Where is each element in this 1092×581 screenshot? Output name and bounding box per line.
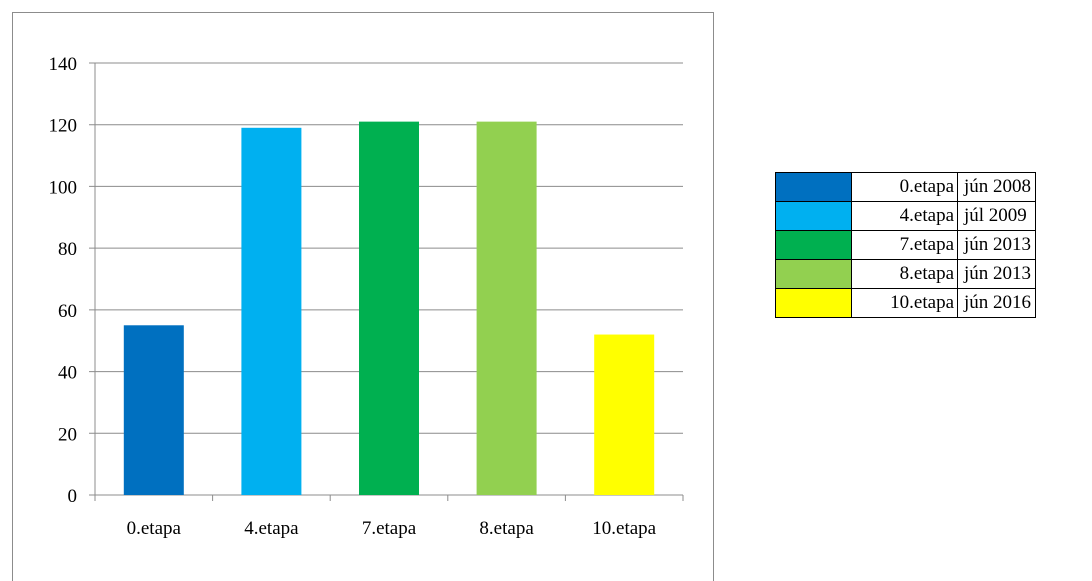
legend-row: 10.etapa jún 2016 xyxy=(775,288,1037,318)
legend-label: 0.etapa xyxy=(851,172,958,202)
legend-row: 8.etapa jún 2013 xyxy=(775,259,1037,289)
legend-swatch xyxy=(775,230,852,260)
y-tick-label: 80 xyxy=(58,239,77,260)
y-tick-label: 60 xyxy=(58,301,77,322)
legend-row: 7.etapa jún 2013 xyxy=(775,230,1037,260)
legend-label: 8.etapa xyxy=(851,259,958,289)
legend-table: 0.etapa jún 2008 4.etapa júl 2009 7.etapa jún… xyxy=(775,172,1037,318)
legend-swatch xyxy=(775,201,852,231)
y-tick-label: 0 xyxy=(68,486,78,507)
bar-10.etapa xyxy=(594,334,655,495)
chart-area xyxy=(12,12,714,581)
x-tick-label: 4.etapa xyxy=(244,518,299,539)
y-tick-label: 100 xyxy=(49,177,78,198)
legend-swatch xyxy=(775,259,852,289)
y-tick-label: 40 xyxy=(58,363,77,384)
legend-label: 4.etapa xyxy=(851,201,958,231)
legend-date: jún 2016 xyxy=(956,288,1037,318)
legend-date: júl 2009 xyxy=(956,201,1037,231)
y-tick-label: 20 xyxy=(58,424,77,445)
legend-swatch xyxy=(775,172,852,202)
legend-date: jún 2008 xyxy=(956,172,1037,202)
bar-8.etapa xyxy=(476,121,537,495)
x-tick-label: 10.etapa xyxy=(592,518,656,539)
legend-date: jún 2013 xyxy=(956,230,1037,260)
legend-label: 7.etapa xyxy=(851,230,958,260)
bar-4.etapa xyxy=(241,127,302,496)
y-tick-label: 140 xyxy=(49,54,78,75)
legend-row: 4.etapa júl 2009 xyxy=(775,201,1037,231)
x-tick-label: 8.etapa xyxy=(479,518,534,539)
bar-0.etapa xyxy=(123,325,184,495)
legend-date: jún 2013 xyxy=(956,259,1037,289)
bar-7.etapa xyxy=(359,121,419,495)
x-tick-label: 0.etapa xyxy=(127,518,182,539)
y-tick-label: 120 xyxy=(49,116,78,137)
x-tick-label: 7.etapa xyxy=(362,518,417,539)
legend-row: 0.etapa jún 2008 xyxy=(775,172,1037,202)
legend-swatch xyxy=(775,288,852,318)
legend-label: 10.etapa xyxy=(851,288,958,318)
